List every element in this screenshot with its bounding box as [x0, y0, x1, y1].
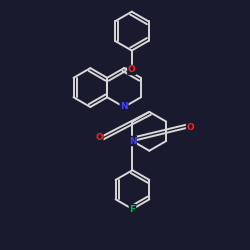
- Text: F: F: [130, 204, 136, 214]
- Text: N: N: [120, 102, 128, 112]
- Text: N: N: [129, 136, 136, 145]
- Text: O: O: [95, 134, 103, 142]
- Text: O: O: [128, 66, 136, 74]
- Text: O: O: [186, 122, 194, 132]
